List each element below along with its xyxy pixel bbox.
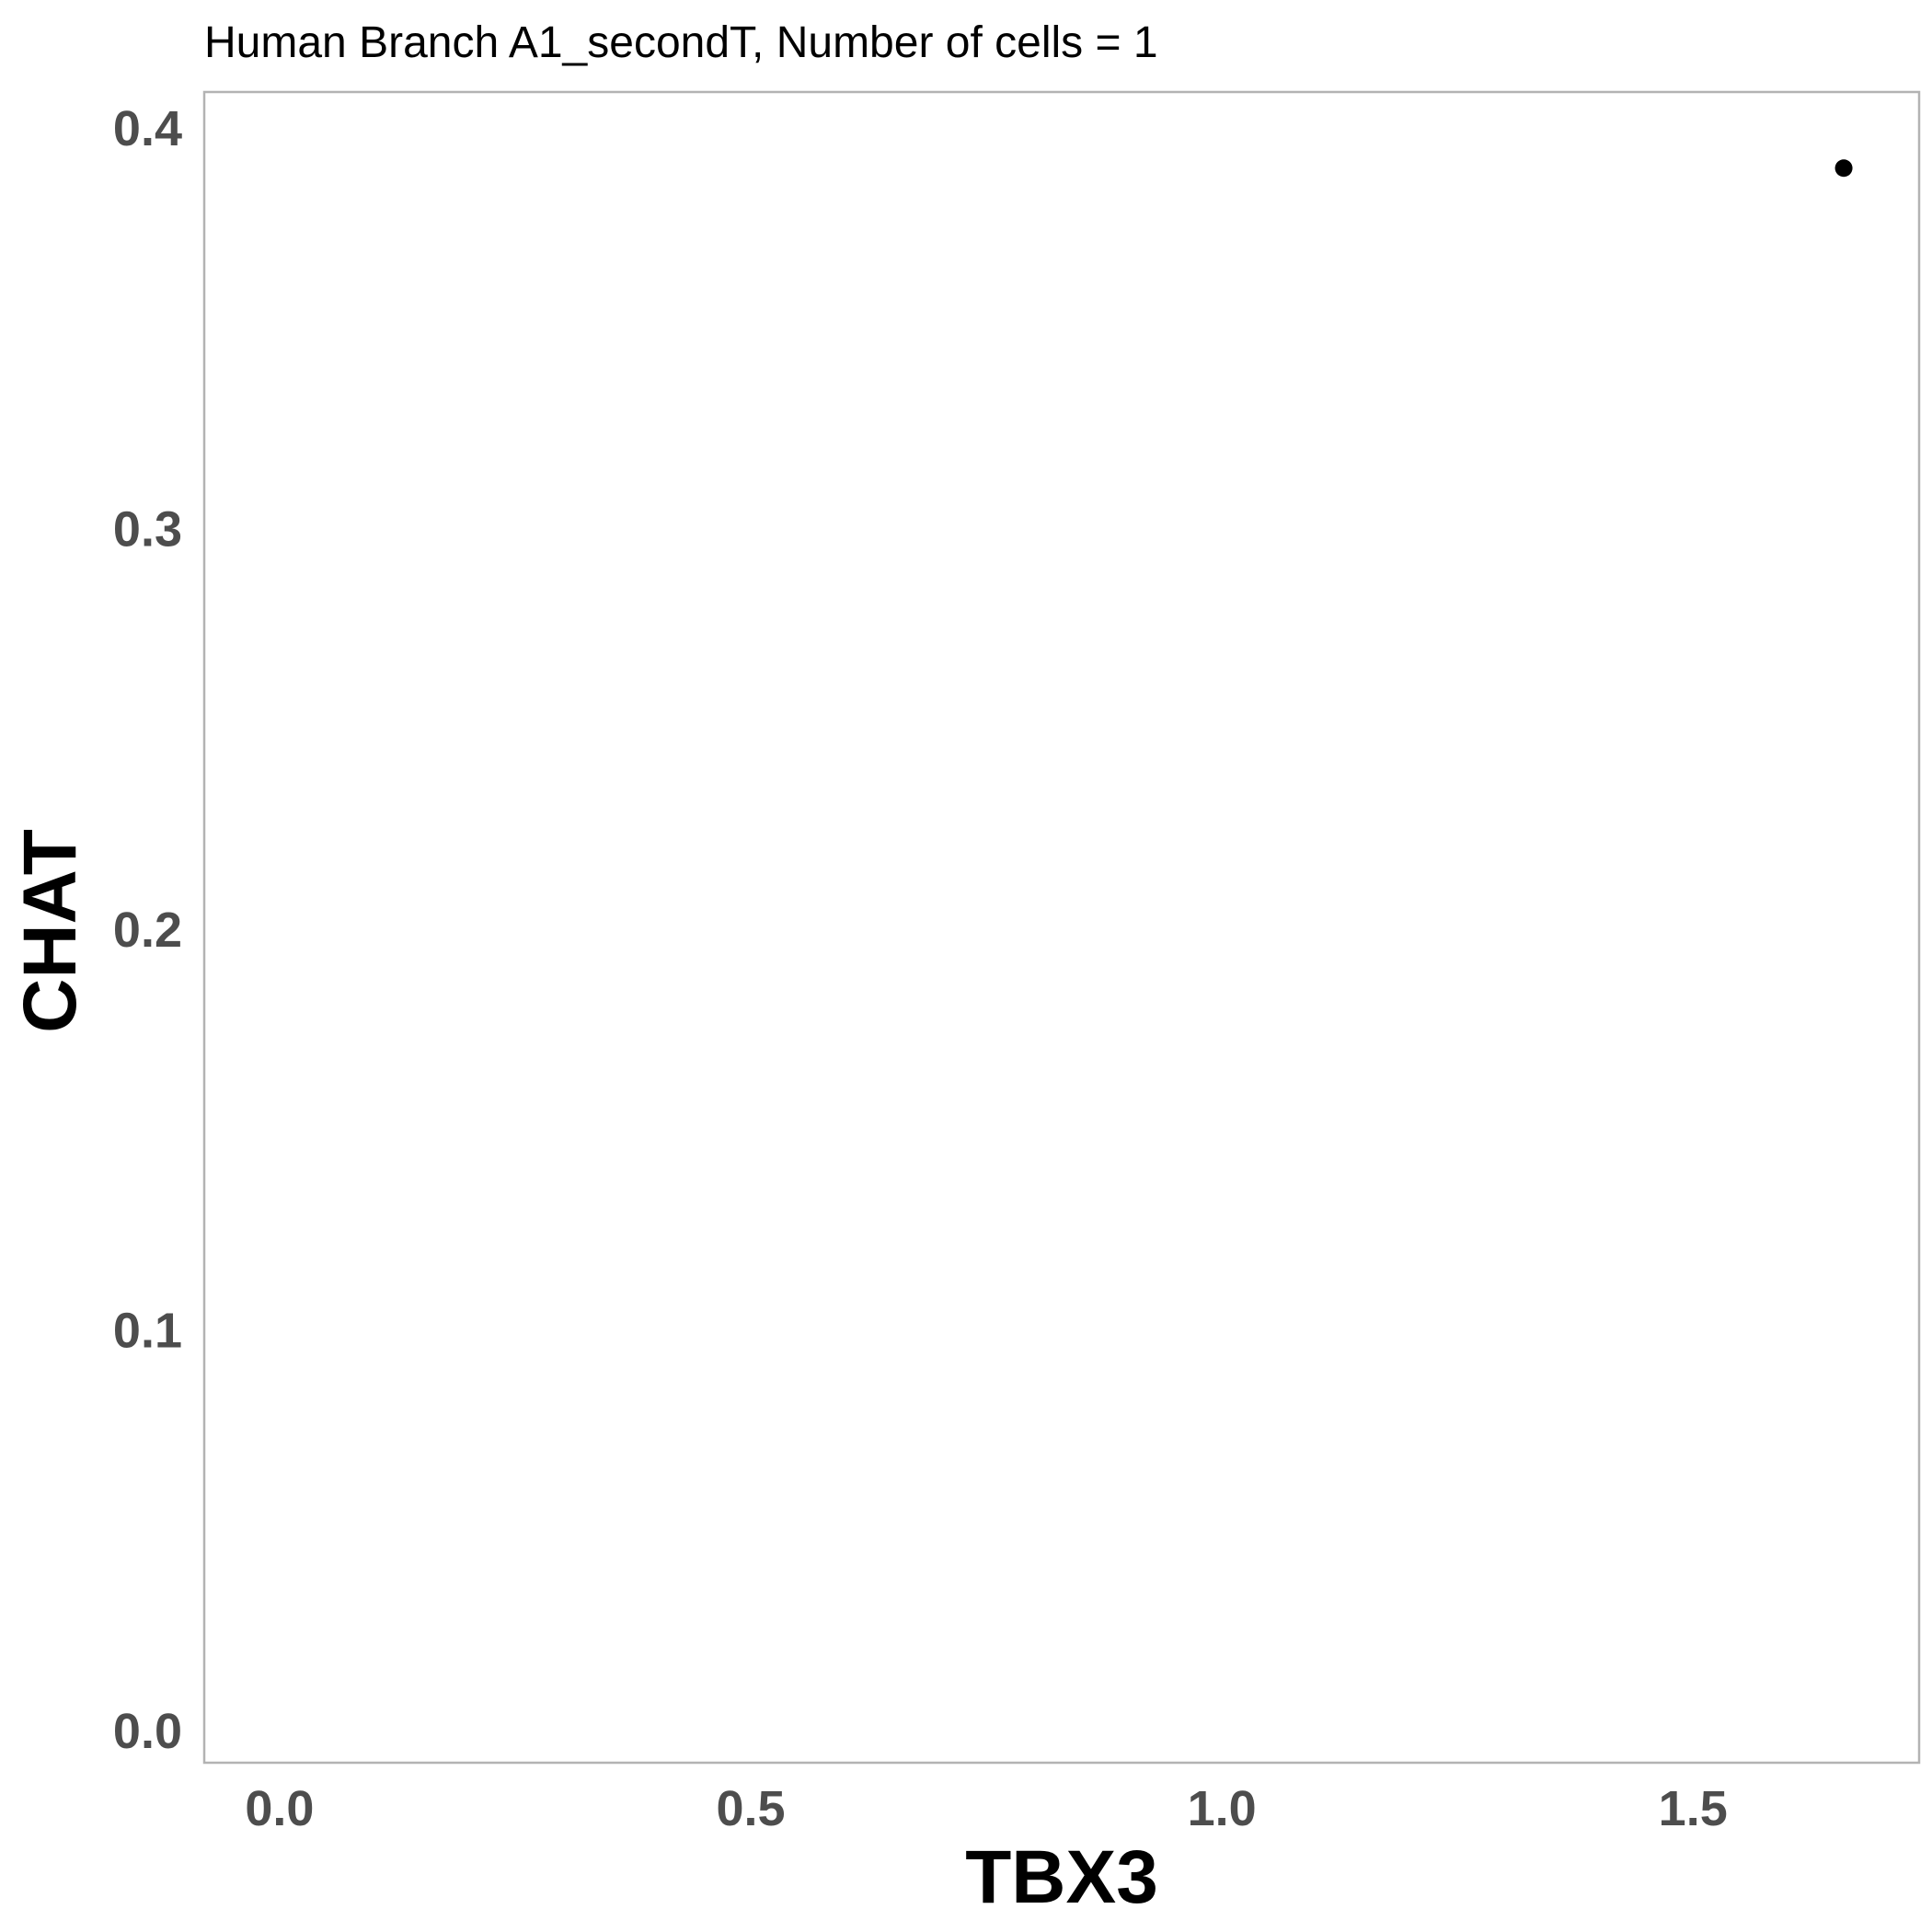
y-axis-title: CHAT <box>8 829 92 1033</box>
x-tick-label: 0.0 <box>245 1781 314 1836</box>
x-axis-title: TBX3 <box>965 1835 1158 1919</box>
x-tick-labels: 0.0 0.5 1.0 1.5 <box>245 1781 1727 1836</box>
x-tick-label: 1.5 <box>1659 1781 1728 1836</box>
y-tick-label: 0.4 <box>113 101 182 156</box>
data-point <box>1834 159 1853 178</box>
y-tick-label: 0.1 <box>113 1304 182 1359</box>
x-tick-label: 1.0 <box>1188 1781 1257 1836</box>
y-tick-label: 0.2 <box>113 903 182 958</box>
chart-title: Human Branch A1_secondT, Number of cells… <box>204 18 1158 67</box>
x-tick-label: 0.5 <box>716 1781 785 1836</box>
data-points <box>1834 159 1853 178</box>
plot-panel <box>202 90 1921 1765</box>
y-tick-label: 0.0 <box>113 1704 182 1759</box>
y-tick-label: 0.3 <box>113 502 182 558</box>
y-tick-labels: 0.0 0.1 0.2 0.3 0.4 <box>113 101 182 1759</box>
